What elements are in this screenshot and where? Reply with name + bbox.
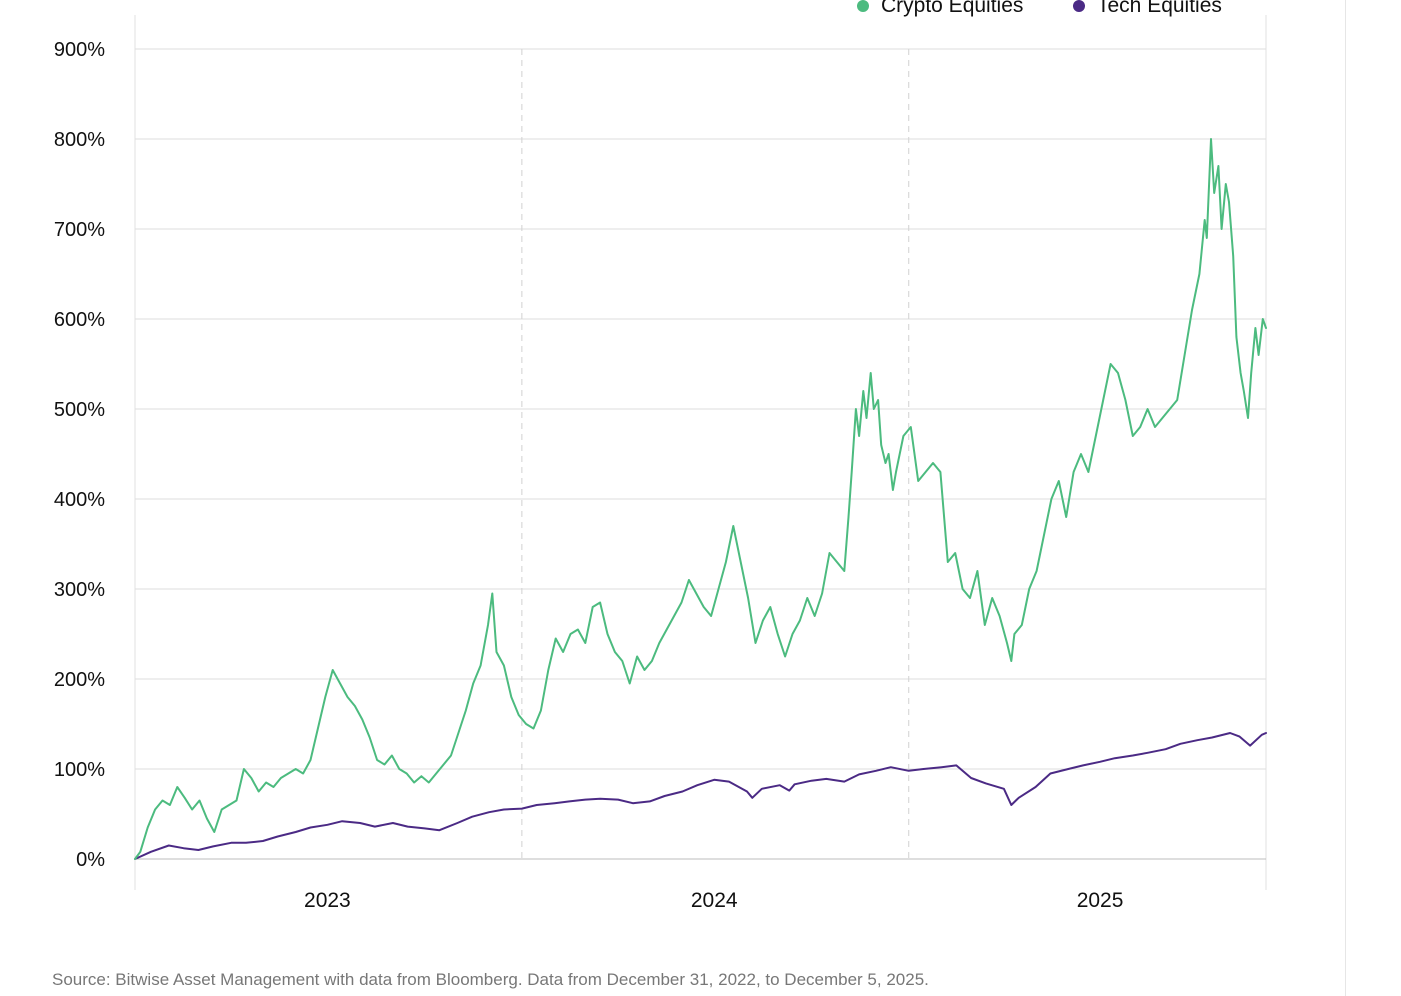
y-tick-label-0: 0%	[76, 849, 105, 871]
series-line-tech-equities	[134, 732, 1267, 860]
y-tick-label-600: 600%	[54, 309, 105, 331]
source-note: Source: Bitwise Asset Management with da…	[52, 970, 929, 989]
legend-item-crypto-equities: Crypto Equities	[857, 0, 1023, 18]
x-tick-label-2024: 2024	[691, 889, 738, 912]
series-line-crypto-equities	[134, 138, 1267, 860]
y-axis-ticks: 0% 100% 200% 300% 400% 500% 600% 700% 800% 900%	[54, 39, 105, 871]
right-divider	[1345, 0, 1346, 996]
x-axis-ticks: 2023 2024 2025	[304, 889, 1123, 912]
series-lines	[134, 138, 1267, 860]
x-tick-label-2025: 2025	[1077, 889, 1124, 912]
y-tick-label-800: 800%	[54, 129, 105, 151]
legend-swatch-crypto	[857, 0, 869, 12]
legend-label-tech: Tech Equities	[1097, 0, 1222, 17]
x-tick-label-2023: 2023	[304, 889, 351, 912]
legend-swatch-tech	[1073, 0, 1085, 12]
y-tick-label-700: 700%	[54, 219, 105, 241]
y-tick-label-200: 200%	[54, 669, 105, 691]
legend-label-crypto: Crypto Equities	[881, 0, 1024, 17]
y-tick-label-100: 100%	[54, 759, 105, 781]
y-tick-label-500: 500%	[54, 399, 105, 421]
gridlines	[134, 15, 1267, 890]
y-tick-label-900: 900%	[54, 39, 105, 61]
legend-item-tech-equities: Tech Equities	[1073, 0, 1222, 18]
y-tick-label-300: 300%	[54, 579, 105, 601]
y-tick-label-400: 400%	[54, 489, 105, 511]
